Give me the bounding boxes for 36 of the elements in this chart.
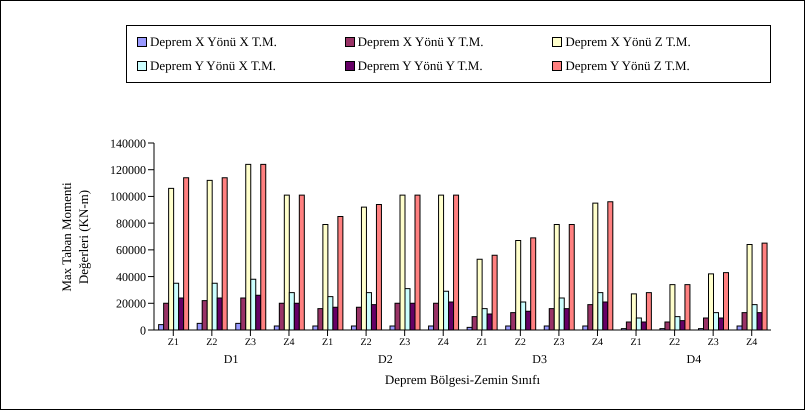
legend-label: Deprem Y Yönü Z T.M.: [565, 58, 690, 74]
x-tick-label: Z1: [630, 337, 642, 348]
legend-label: Deprem X Yönü X T.M.: [150, 34, 277, 50]
x-tick-label: Z2: [206, 337, 218, 348]
x-tick-label: Z2: [669, 337, 680, 348]
x-tick-label: Z3: [399, 337, 410, 348]
x-tick-label: Z4: [438, 337, 449, 348]
legend-label: Deprem Y Yönü X T.M.: [150, 58, 276, 74]
text: D2: [377, 352, 394, 367]
x-tick-label: Z3: [244, 337, 256, 348]
x-tick-label: Z4: [283, 337, 295, 348]
text: D3: [531, 352, 548, 367]
x-tick-label: Z4: [746, 337, 758, 348]
legend-label: Deprem Y Yönü Y T.M.: [358, 58, 483, 74]
text: D1: [222, 352, 240, 367]
x-tick-label: Z1: [476, 337, 488, 348]
y-tick-label: 120000: [110, 162, 146, 177]
x-tick-label: Z2: [514, 337, 526, 348]
x-tick-label: Z3: [708, 337, 719, 348]
y-axis-title: Max Taban Momenti Değerleri (KN-m): [58, 181, 92, 294]
x-tick-label: Z1: [322, 337, 334, 348]
legend-label: Deprem X Yönü Y T.M.: [358, 34, 484, 50]
text: D4: [686, 352, 702, 367]
x-tick-label: Z2: [360, 337, 372, 348]
x-axis-title: Deprem Bölgesi-Zemin Sınıfı: [384, 372, 542, 388]
y-tick-label: 0: [140, 323, 146, 338]
x-tick-label: Z4: [592, 337, 604, 348]
y-tick-label: 40000: [116, 270, 146, 284]
x-tick-label: Z3: [553, 337, 564, 348]
x-tick-label: Z1: [168, 337, 179, 348]
y-tick-label: 140000: [110, 136, 146, 150]
y-tick-label: 20000: [116, 296, 146, 311]
y-tick-label: 80000: [116, 216, 146, 230]
y-tick-label: 100000: [110, 190, 146, 204]
legend-label: Deprem X Yönü Z T.M.: [565, 34, 691, 50]
y-tick-label: 60000: [116, 243, 146, 258]
